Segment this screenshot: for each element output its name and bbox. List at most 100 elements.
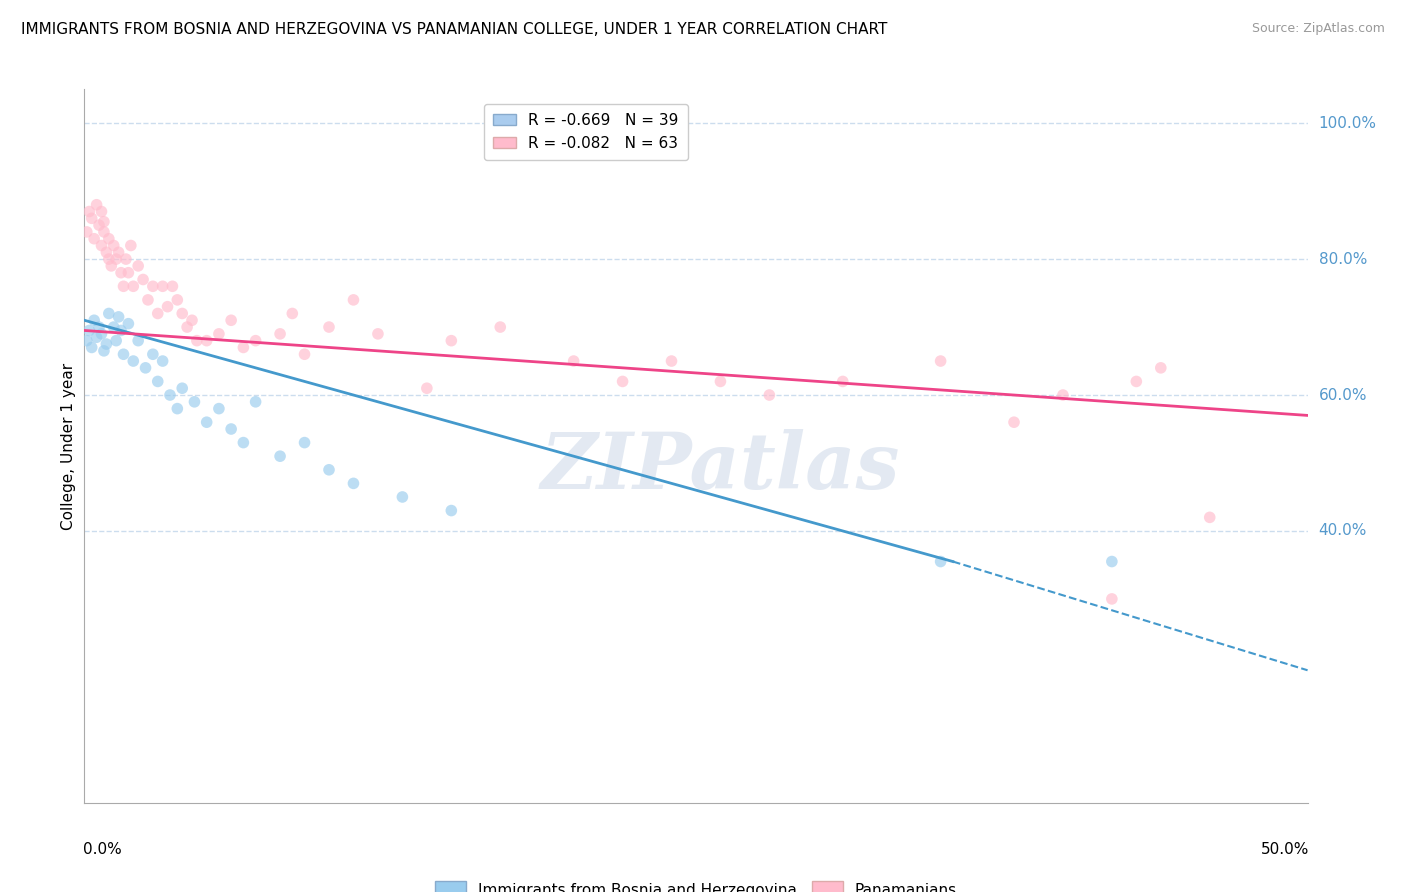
- Point: [90, 326, 112, 341]
- Text: 80.0%: 80.0%: [1319, 252, 1367, 267]
- Point: [1002, 415, 1025, 429]
- Point: [100, 259, 122, 273]
- Point: [96, 337, 118, 351]
- Point: [120, 238, 142, 252]
- Point: [1101, 591, 1123, 606]
- Point: [183, 394, 205, 409]
- Point: [758, 388, 780, 402]
- Point: [86, 330, 108, 344]
- Text: ZIPatlas: ZIPatlas: [541, 429, 900, 506]
- Point: [142, 347, 165, 361]
- Point: [76, 225, 98, 239]
- Point: [269, 326, 291, 341]
- Point: [562, 354, 585, 368]
- Point: [146, 375, 169, 389]
- Text: 60.0%: 60.0%: [1319, 387, 1367, 402]
- Point: [105, 252, 128, 266]
- Point: [83, 232, 105, 246]
- Point: [367, 326, 389, 341]
- Point: [1150, 360, 1173, 375]
- Point: [86, 198, 108, 212]
- Point: [87, 320, 110, 334]
- Point: [1198, 510, 1220, 524]
- Point: [110, 323, 132, 337]
- Point: [416, 381, 439, 395]
- Point: [97, 232, 120, 246]
- Point: [77, 204, 100, 219]
- Point: [115, 252, 138, 266]
- Text: 0.0%: 0.0%: [83, 842, 122, 857]
- Point: [107, 245, 129, 260]
- Point: [93, 215, 115, 229]
- Point: [318, 320, 340, 334]
- Point: [162, 279, 184, 293]
- Point: [77, 323, 100, 337]
- Point: [208, 326, 231, 341]
- Point: [135, 360, 157, 375]
- Point: [136, 293, 159, 307]
- Point: [142, 279, 165, 293]
- Text: IMMIGRANTS FROM BOSNIA AND HERZEGOVINA VS PANAMANIAN COLLEGE, UNDER 1 YEAR CORRE: IMMIGRANTS FROM BOSNIA AND HERZEGOVINA V…: [21, 22, 887, 37]
- Point: [232, 435, 254, 450]
- Point: [612, 375, 634, 389]
- Point: [172, 381, 194, 395]
- Point: [105, 334, 128, 348]
- Point: [96, 245, 118, 260]
- Point: [112, 279, 135, 293]
- Point: [93, 225, 115, 239]
- Point: [929, 354, 952, 368]
- Text: 50.0%: 50.0%: [1260, 842, 1309, 857]
- Point: [391, 490, 413, 504]
- Point: [245, 394, 267, 409]
- Point: [294, 435, 316, 450]
- Point: [831, 375, 853, 389]
- Point: [269, 449, 291, 463]
- Point: [152, 354, 174, 368]
- Point: [342, 476, 364, 491]
- Point: [294, 347, 316, 361]
- Point: [489, 320, 512, 334]
- Point: [122, 279, 145, 293]
- Point: [281, 306, 304, 320]
- Point: [709, 375, 731, 389]
- Point: [166, 293, 188, 307]
- Point: [76, 334, 98, 348]
- Point: [127, 334, 149, 348]
- Point: [127, 259, 149, 273]
- Point: [90, 238, 112, 252]
- Point: [107, 310, 129, 324]
- Point: [172, 306, 194, 320]
- Point: [80, 211, 103, 226]
- Point: [103, 320, 125, 334]
- Legend: Immigrants from Bosnia and Herzegovina, Panamanians: Immigrants from Bosnia and Herzegovina, …: [429, 875, 963, 892]
- Point: [195, 334, 218, 348]
- Point: [318, 463, 340, 477]
- Point: [117, 317, 139, 331]
- Point: [186, 334, 208, 348]
- Point: [103, 238, 125, 252]
- Point: [97, 252, 120, 266]
- Point: [929, 555, 952, 569]
- Point: [132, 272, 155, 286]
- Text: 100.0%: 100.0%: [1319, 116, 1376, 131]
- Point: [87, 218, 110, 232]
- Point: [117, 266, 139, 280]
- Point: [156, 300, 179, 314]
- Point: [93, 343, 115, 358]
- Point: [342, 293, 364, 307]
- Point: [219, 422, 242, 436]
- Point: [176, 320, 198, 334]
- Point: [159, 388, 181, 402]
- Point: [1125, 375, 1147, 389]
- Point: [440, 503, 463, 517]
- Point: [90, 204, 112, 219]
- Point: [232, 341, 254, 355]
- Point: [122, 354, 145, 368]
- Point: [110, 266, 132, 280]
- Point: [146, 306, 169, 320]
- Point: [208, 401, 231, 416]
- Point: [83, 313, 105, 327]
- Point: [80, 341, 103, 355]
- Point: [219, 313, 242, 327]
- Point: [661, 354, 683, 368]
